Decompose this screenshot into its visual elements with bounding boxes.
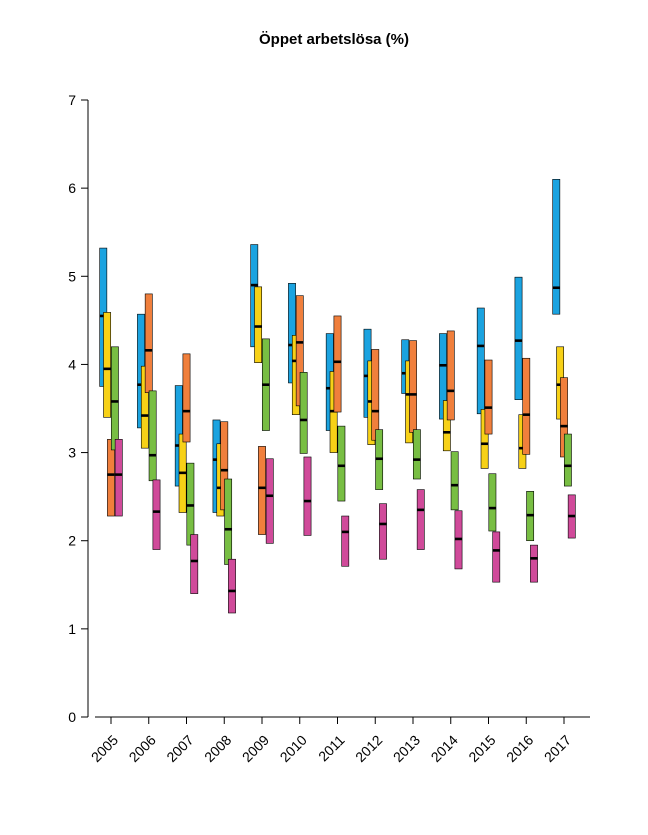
range-bar [224,478,233,565]
range-bar [446,330,455,421]
range-bar [186,462,195,546]
x-tick-label: 2016 [503,732,536,765]
range-bar [416,489,425,550]
range-bar [371,349,380,441]
range-bar [379,503,387,560]
range-bar [488,473,497,532]
x-tick-label: 2005 [88,732,121,765]
range-bar [182,353,191,443]
range-bar [303,456,312,536]
range-bar [492,531,501,583]
range-bar [412,429,421,480]
y-tick-label: 4 [68,356,76,372]
range-bar [258,446,266,535]
range-bar [530,544,538,583]
range-bar [265,458,274,544]
range-bar [103,312,112,418]
x-tick-label: 2008 [201,732,234,765]
range-bar [254,286,263,363]
range-bar [476,307,485,415]
range-bar [299,372,308,454]
range-bar [333,315,342,413]
range-bar [148,390,157,482]
y-axis: 0 1 2 3 4 5 6 7 [68,92,89,725]
x-tick-label: 2006 [126,732,159,765]
x-tick-label: 2013 [390,732,423,765]
range-bar [409,340,417,433]
y-tick-label: 1 [68,621,76,637]
y-tick-label: 0 [68,709,76,725]
y-tick-label: 2 [68,533,76,549]
range-bar [514,276,523,400]
range-bar [144,293,153,393]
bars-layer [99,179,576,614]
chart-title: Öppet arbetslösa (%) [259,31,409,48]
range-bar [341,515,350,567]
range-bar [228,558,236,614]
x-tick-label: 2007 [163,732,196,765]
range-bar [552,179,561,315]
y-tick-label: 3 [68,445,76,461]
range-bar [110,346,119,451]
range-bar [152,479,161,550]
x-tick-label: 2009 [239,732,272,765]
x-tick-label: 2014 [428,732,461,765]
range-bar [114,439,123,517]
x-axis: 2005 2006 2007 2008 2009 2010 2011 2012 2013 2014… [88,716,590,765]
range-bar [522,357,531,455]
y-tick-label: 7 [68,92,76,108]
x-tick-label: 2015 [465,732,498,765]
y-tick-label: 5 [68,268,76,284]
range-bar [190,534,199,594]
range-bar [484,359,493,435]
x-tick-label: 2017 [541,732,574,765]
range-bar [450,451,459,511]
x-tick-label: 2012 [352,732,385,765]
y-tick-label: 6 [68,180,76,196]
range-bar [337,425,346,502]
x-tick-label: 2010 [277,732,310,765]
range-bar [563,433,572,487]
range-bar [107,439,115,517]
x-tick-label: 2011 [315,732,348,765]
